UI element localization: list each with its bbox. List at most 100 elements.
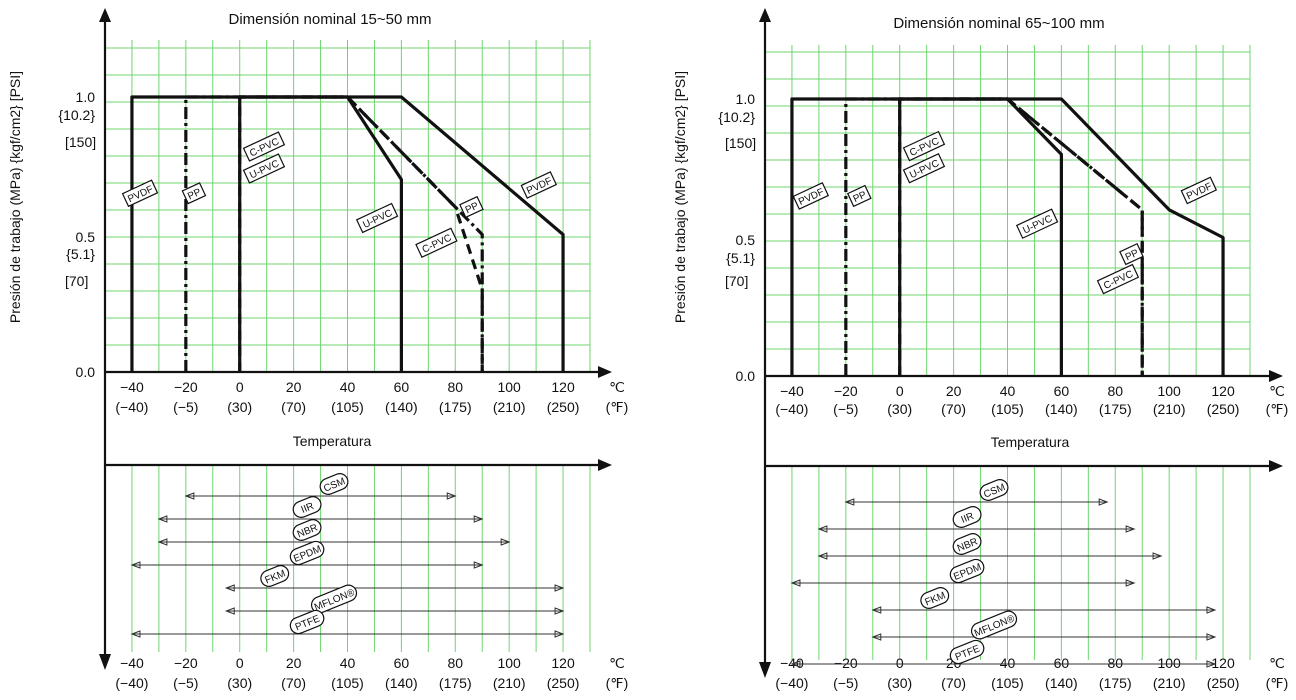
x-tick-label-c: 40 bbox=[1000, 655, 1016, 671]
material-tag-box bbox=[846, 184, 872, 208]
range-arrowhead-left bbox=[184, 492, 195, 500]
x-tick-label-f: (210) bbox=[493, 675, 526, 691]
seal-tag: NBR bbox=[952, 533, 982, 555]
material-tag-box bbox=[355, 202, 399, 234]
material-tag: C-PVC bbox=[1096, 263, 1140, 295]
material-tag: PVDF bbox=[1180, 176, 1218, 205]
x-tick-label-c: 20 bbox=[286, 655, 302, 671]
seal-tag: CSM bbox=[319, 473, 349, 495]
material-tag-label: PP bbox=[186, 187, 203, 203]
y-tick-label: 0.0 bbox=[736, 368, 756, 384]
unit-celsius: ℃ bbox=[1269, 383, 1285, 399]
x-tick-label-c: −40 bbox=[780, 383, 804, 399]
material-tag-label: PP bbox=[464, 200, 481, 216]
x-tick-label-c: 40 bbox=[1000, 383, 1016, 399]
range-arrowhead-left bbox=[871, 606, 882, 614]
seal-tag-box bbox=[292, 519, 322, 541]
x-tick-label-c: 80 bbox=[1107, 383, 1123, 399]
chart-title: Dimensión nominal 65~100 mm bbox=[893, 15, 1104, 32]
seal-tag-box bbox=[949, 558, 985, 584]
x-tick-label-c: 0 bbox=[896, 655, 904, 671]
x-tick-label-f: (−5) bbox=[173, 399, 198, 415]
x-tick-label-c: −40 bbox=[780, 655, 804, 671]
x-tick-label-c: 120 bbox=[551, 379, 575, 395]
material-tag-box bbox=[415, 227, 458, 259]
range-arrowhead-left bbox=[224, 607, 235, 615]
range-arrowhead-left bbox=[790, 660, 801, 668]
x-tick-label-f: (105) bbox=[991, 401, 1024, 417]
material-tag-box bbox=[242, 131, 286, 162]
series-line-pp bbox=[184, 95, 484, 372]
material-tag-box bbox=[181, 182, 207, 205]
range-arrowhead-right bbox=[554, 630, 565, 638]
unit-celsius: ℃ bbox=[609, 379, 625, 395]
x-tick-label-c: 100 bbox=[1157, 655, 1181, 671]
seal-tag-box bbox=[310, 584, 358, 614]
seal-tag-label: IIR bbox=[300, 501, 316, 516]
y-tick-label: {5.1} bbox=[726, 250, 755, 266]
y-tick-label: [150] bbox=[65, 134, 96, 150]
seal-tag-box bbox=[949, 639, 985, 665]
x-tick-label-f: (175) bbox=[439, 675, 472, 691]
y-axis-label: Presión de trabajo (MPa) {kgf/cm2} [PSI] bbox=[7, 71, 23, 323]
range-arrowhead-right bbox=[554, 607, 565, 615]
seal-tag: NBR bbox=[292, 519, 322, 541]
x-tick-label-f: (250) bbox=[547, 675, 580, 691]
x-tick-label-c: 60 bbox=[394, 655, 410, 671]
y-tick-label: {10.2} bbox=[718, 109, 755, 125]
x-tick-label-c: 0 bbox=[896, 383, 904, 399]
x-tick-label-c: 100 bbox=[1157, 383, 1181, 399]
y-tick-label: 0.0 bbox=[76, 364, 96, 380]
material-tag-box bbox=[459, 195, 484, 219]
x-tick-label-f: (30) bbox=[227, 399, 252, 415]
x-tick-label-c: 120 bbox=[551, 655, 575, 671]
x-tick-label-f: (−5) bbox=[173, 675, 198, 691]
seal-tag: CSM bbox=[979, 479, 1009, 501]
seal-tag: IIR bbox=[952, 506, 982, 528]
unit-celsius: ℃ bbox=[1269, 655, 1285, 671]
x-tick-label-f: (140) bbox=[1045, 675, 1078, 691]
material-tag: PP bbox=[1119, 242, 1144, 266]
range-arrowhead-right bbox=[1206, 633, 1217, 641]
y-axis-arrow-down bbox=[99, 654, 111, 670]
material-tag-box bbox=[520, 171, 558, 199]
material-tag: PP bbox=[846, 184, 872, 208]
chart-title: Dimensión nominal 15~50 mm bbox=[228, 11, 431, 28]
seal-axis-arrow bbox=[598, 459, 612, 471]
x-tick-label-f: (140) bbox=[1045, 401, 1078, 417]
material-tag-box bbox=[121, 179, 159, 208]
seal-axis-arrow bbox=[1269, 460, 1283, 472]
seal-tag-box bbox=[319, 473, 349, 495]
x-tick-label-f: (250) bbox=[547, 399, 580, 415]
x-tick-label-f: (250) bbox=[1207, 401, 1240, 417]
range-arrowhead-right bbox=[1206, 606, 1217, 614]
seal-tag: MFLON® bbox=[970, 610, 1018, 640]
range-arrowhead-left bbox=[157, 515, 168, 523]
y-tick-label: [70] bbox=[725, 273, 748, 289]
seal-tag-box bbox=[952, 506, 982, 528]
range-arrowhead-right bbox=[446, 492, 457, 500]
x-tick-label-c: 120 bbox=[1211, 383, 1235, 399]
x-tick-label-f: (30) bbox=[887, 675, 912, 691]
x-tick-label-f: (105) bbox=[331, 399, 364, 415]
y-tick-label: {10.2} bbox=[58, 107, 95, 123]
seal-tag-box bbox=[289, 609, 325, 635]
material-tag-box bbox=[902, 152, 946, 184]
x-tick-label-f: (175) bbox=[1099, 675, 1132, 691]
material-tag-label: PP bbox=[1124, 248, 1141, 264]
material-tag: PVDF bbox=[520, 171, 558, 199]
x-tick-label-f: (70) bbox=[281, 399, 306, 415]
y-axis-arrow-up bbox=[99, 8, 111, 22]
x-tick-label-f: (70) bbox=[941, 675, 966, 691]
range-arrowhead-left bbox=[844, 498, 855, 506]
y-tick-label: [70] bbox=[65, 273, 88, 289]
x-tick-label-f: (−40) bbox=[115, 675, 148, 691]
x-tick-label-f: (30) bbox=[227, 675, 252, 691]
material-tag-box bbox=[1015, 208, 1059, 239]
y-tick-label: 1.0 bbox=[76, 89, 96, 105]
x-tick-label-f: (70) bbox=[941, 401, 966, 417]
y-axis-label: Presión de trabajo (MPa) {kgf/cm2} [PSI] bbox=[672, 71, 688, 323]
x-tick-label-f: (105) bbox=[331, 675, 364, 691]
range-arrowhead-right bbox=[500, 538, 511, 546]
